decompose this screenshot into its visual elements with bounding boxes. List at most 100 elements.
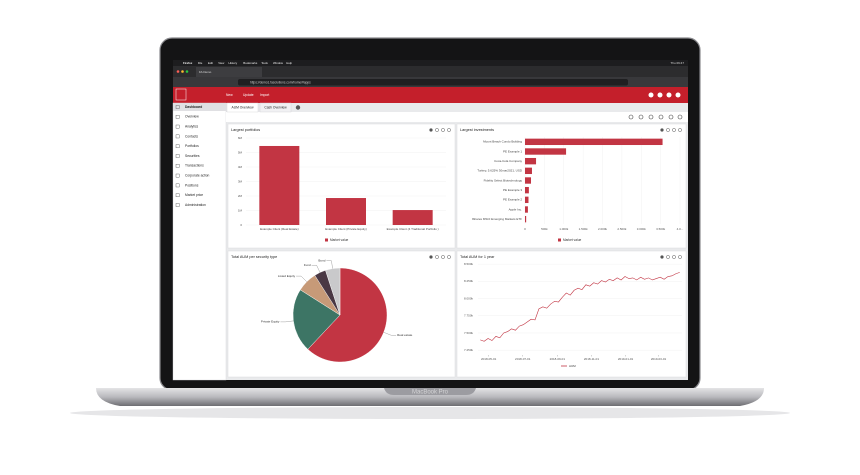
panel-icon[interactable] — [435, 128, 439, 132]
y-tick-label: PE Example 1 — [503, 149, 522, 153]
sidebar-icon — [175, 173, 180, 178]
menu-item[interactable]: History — [228, 61, 237, 65]
toolbar-icon[interactable] — [648, 114, 654, 120]
sidebar-item[interactable]: Dashboard — [185, 105, 202, 109]
sidebar-item[interactable]: Market price — [185, 193, 203, 197]
menu-item[interactable]: File — [198, 61, 203, 65]
menu-item[interactable]: Help — [286, 61, 292, 65]
y-tick-label: 7.500k — [464, 331, 474, 335]
panel-close[interactable] — [429, 128, 433, 132]
menu-item[interactable]: Tools — [261, 61, 268, 65]
nav-item[interactable]: Import — [260, 93, 269, 97]
toolbar-icon[interactable] — [638, 114, 644, 120]
x-tick-label: 2018-11-01 — [584, 357, 599, 361]
y-tick-label: 4M — [238, 165, 243, 169]
pie-label: Real estate — [397, 333, 413, 337]
sidebar-item[interactable]: Positions — [185, 183, 199, 187]
header-icon[interactable] — [666, 92, 672, 98]
sidebar-item[interactable]: Contacts — [185, 134, 198, 138]
header-icon[interactable] — [648, 92, 654, 98]
y-tick-label: 6M — [238, 136, 243, 140]
menu-item[interactable]: Bookmarks — [243, 61, 258, 65]
sidebar-item[interactable]: Analytics — [185, 124, 199, 128]
nav-item[interactable]: New — [226, 93, 233, 97]
panel — [456, 250, 687, 378]
panel-close[interactable] — [429, 255, 433, 259]
panel-icon[interactable] — [672, 255, 676, 259]
notch — [384, 388, 476, 395]
x-tick-label: 2018-09-01 — [550, 357, 566, 361]
tab[interactable] — [196, 67, 262, 77]
sidebar-item[interactable]: Transactions — [185, 164, 204, 168]
toolbar-icon[interactable] — [658, 114, 664, 120]
panel-icon[interactable] — [441, 255, 445, 259]
menu-item[interactable]: Firefox — [183, 61, 193, 65]
bar — [525, 167, 532, 175]
tab-bar — [173, 66, 688, 77]
nav-item[interactable]: Update — [243, 93, 254, 97]
add-tab[interactable] — [295, 105, 301, 110]
legend-label: AUM — [569, 364, 576, 368]
panel-icon[interactable] — [672, 128, 676, 132]
legend-label: Market value — [330, 238, 348, 242]
panel-icon[interactable] — [678, 255, 682, 259]
dashboard-tab[interactable] — [226, 102, 259, 113]
close-button[interactable] — [176, 70, 180, 73]
x-tick-label: 3.500k — [656, 227, 666, 231]
panel-icon[interactable] — [447, 255, 451, 259]
panel-icon[interactable] — [666, 255, 670, 259]
panel-icon[interactable] — [435, 255, 439, 259]
sidebar-icon — [175, 193, 180, 198]
x-tick-label: 2.000k — [598, 227, 608, 231]
pie-label: Listed Equity — [278, 274, 296, 278]
leader-line — [383, 332, 397, 336]
header-icon[interactable] — [675, 92, 681, 98]
panel-close[interactable] — [660, 128, 664, 132]
bar — [525, 138, 663, 146]
sidebar-item[interactable]: Corporate action — [185, 173, 210, 177]
toolbar-icon[interactable] — [677, 114, 683, 120]
sidebar-icon — [175, 154, 180, 158]
minimize-button[interactable] — [181, 70, 184, 73]
y-tick-label: 5M — [238, 150, 243, 154]
url-bar[interactable] — [238, 79, 628, 86]
sidebar-item[interactable]: Portfolios — [185, 144, 199, 148]
laptop-base — [96, 388, 764, 406]
sidebar-icon — [175, 134, 180, 139]
panel-icon[interactable] — [666, 128, 670, 132]
x-tick-label: 3.000k — [637, 227, 647, 231]
url: https://demo1.fasolutions.com/home/#apps — [250, 80, 311, 84]
bar — [525, 206, 528, 213]
sidebar-item[interactable]: Overview — [185, 115, 199, 119]
x-tick-label: 2018-05-01 — [481, 357, 497, 361]
legend-swatch — [558, 238, 561, 242]
toolbar-icon[interactable] — [628, 114, 634, 120]
panel-close[interactable] — [660, 255, 664, 259]
dashboard-tab-label[interactable]: AUM Overview — [232, 105, 255, 109]
menu-item[interactable]: Edit — [208, 61, 213, 65]
bar — [525, 196, 529, 204]
sidebar-item[interactable]: Administration — [185, 203, 206, 207]
panel-icon[interactable] — [441, 128, 445, 132]
x-tick-label: Example Client (Real Estate) — [260, 227, 299, 231]
sidebar-item[interactable]: Securities — [185, 154, 200, 158]
panel-title: Total AUM for 1 year — [460, 255, 495, 259]
menu-item[interactable]: Window — [273, 61, 284, 65]
line-series — [480, 272, 680, 342]
dashboard-tab[interactable] — [259, 102, 292, 113]
zoom-button[interactable] — [185, 70, 189, 73]
sidebar-icon — [175, 114, 180, 119]
menu-item[interactable]: View — [218, 61, 225, 65]
header-icon[interactable] — [657, 92, 663, 98]
toolbar-icon[interactable] — [668, 114, 674, 120]
y-tick-label: 7.750k — [464, 314, 474, 318]
panel-icon[interactable] — [447, 128, 451, 132]
clock: Thu 09:47 — [670, 61, 684, 65]
pie-label: Bond — [318, 258, 325, 262]
legend-swatch — [325, 238, 328, 242]
panel-icon[interactable] — [678, 128, 682, 132]
dashboard-tab-label[interactable]: Cash Overview — [264, 105, 287, 109]
sidebar-icon — [175, 124, 180, 129]
